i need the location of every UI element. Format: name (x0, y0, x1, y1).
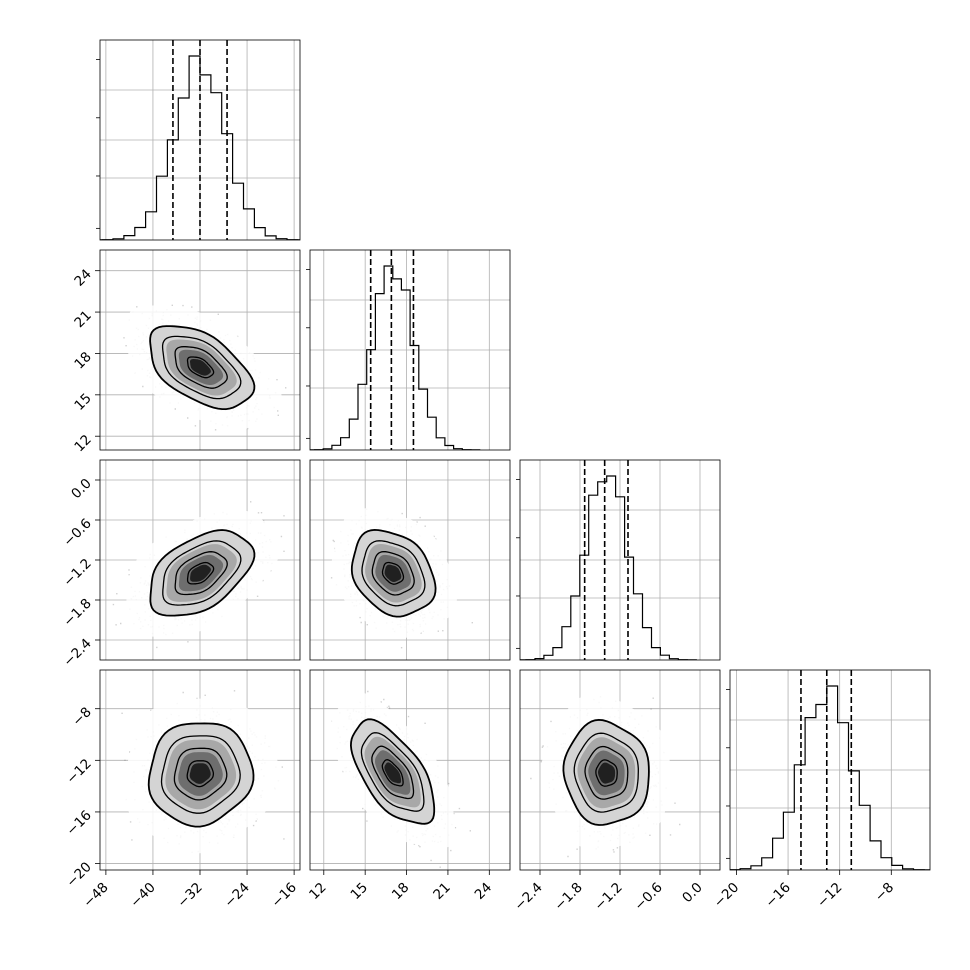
x-tick-label: −16 (268, 880, 299, 911)
histogram-panel-0 (96, 39, 301, 241)
contour-line (174, 346, 228, 389)
contour-line (147, 722, 255, 828)
contour-line (361, 540, 426, 607)
x-tick-label: −32 (174, 880, 205, 911)
histogram-step (310, 265, 481, 450)
density-fill (598, 762, 616, 784)
panel-frame (309, 459, 511, 661)
density-fill (190, 359, 211, 376)
histogram-panel-3 (726, 669, 931, 871)
histogram-panel-1 (306, 249, 511, 451)
panel-frame (309, 249, 511, 451)
contour-line (162, 540, 242, 606)
x-tick-label: 24 (472, 880, 495, 903)
panel-frame (519, 459, 721, 661)
contour-line (371, 745, 415, 800)
y-tick-label: −8 (69, 704, 94, 729)
contour-line (381, 561, 405, 585)
contour-line (186, 760, 215, 788)
panel-frame (99, 39, 301, 241)
contour-line (350, 528, 437, 618)
contour-line (371, 550, 415, 596)
contour-line (186, 561, 215, 585)
y-tick-label: 24 (71, 266, 94, 289)
y-tick-label: −12 (63, 756, 94, 787)
contour-line (584, 745, 629, 800)
contour-line (161, 335, 242, 400)
x-tick-label: −2.4 (511, 880, 545, 914)
density-fill (190, 564, 211, 582)
x-tick-label: −8 (872, 880, 897, 905)
histogram-panel-2 (516, 459, 721, 661)
panel-frame (729, 669, 931, 871)
contour-line (562, 718, 650, 826)
scatter-panel-3-0 (99, 669, 301, 871)
panel-frame (309, 669, 511, 871)
x-tick-label: −0.6 (631, 880, 665, 914)
y-tick-label: −16 (63, 807, 94, 838)
y-tick-label: 0.0 (68, 476, 95, 503)
y-tick-label: −20 (63, 859, 94, 890)
x-tick-label: 0.0 (679, 880, 706, 907)
x-tick-label: 18 (389, 880, 412, 903)
y-tick-label: 12 (71, 432, 94, 455)
x-tick-label: −40 (127, 880, 158, 911)
x-tick-label: 15 (348, 880, 371, 903)
contour-line (174, 551, 228, 596)
contour-line (186, 356, 215, 379)
scatter-panel-2-0 (99, 459, 301, 661)
contour-line (381, 759, 404, 787)
contour-line (349, 718, 436, 825)
scatter-panel-2-1 (309, 459, 511, 661)
density-fill (384, 564, 402, 582)
contour-line (595, 759, 618, 787)
contour-line (160, 735, 241, 814)
density-fill (384, 762, 402, 784)
scatter-panel-3-1 (309, 669, 511, 871)
y-tick-label: 21 (71, 308, 94, 331)
y-tick-label: 15 (71, 390, 94, 413)
histogram-step (520, 475, 697, 660)
histogram-step (730, 685, 930, 870)
x-tick-label: −20 (711, 880, 742, 911)
x-tick-label: −48 (80, 880, 111, 911)
panel-frame (99, 249, 301, 451)
y-tick-label: −0.6 (60, 516, 94, 550)
x-tick-label: −1.2 (591, 880, 625, 914)
density-fill (189, 763, 211, 784)
y-tick-label: −1.2 (60, 556, 94, 590)
y-tick-label: −2.4 (60, 636, 94, 670)
x-tick-label: −12 (814, 880, 845, 911)
x-tick-label: −24 (221, 880, 252, 911)
histogram-step (100, 55, 300, 240)
x-tick-label: −1.8 (551, 880, 585, 914)
x-tick-label: 12 (306, 880, 329, 903)
scatter-panel-1-0 (99, 249, 301, 451)
contour-line (173, 747, 228, 801)
contour-line (149, 529, 256, 617)
x-tick-label: 21 (430, 880, 453, 903)
y-tick-label: 18 (71, 349, 94, 372)
x-tick-label: −16 (762, 880, 793, 911)
scatter-panel-3-2 (519, 669, 721, 871)
contour-line (149, 325, 256, 410)
contour-line (360, 732, 425, 812)
contour-line (573, 732, 639, 813)
y-tick-label: −1.8 (60, 596, 94, 630)
